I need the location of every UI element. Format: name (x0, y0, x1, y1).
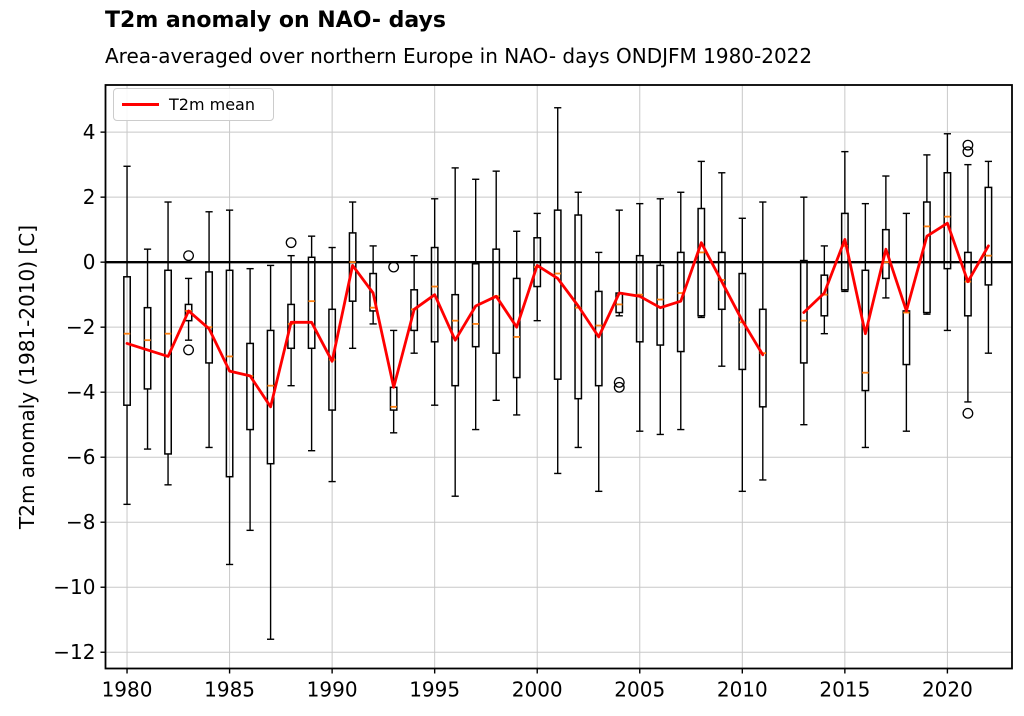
boxplot-2007 (676, 191, 685, 431)
boxplot-1991 (348, 201, 357, 350)
boxplot-2020 (943, 133, 952, 332)
y-tick-label: −10 (53, 575, 95, 599)
boxplot-1989 (307, 235, 316, 452)
boxplot-1994 (410, 254, 419, 354)
boxplot-2019 (922, 154, 931, 315)
y-tick-label: 4 (83, 120, 96, 144)
x-tick-label: 2000 (512, 678, 563, 702)
outlier-point (962, 407, 974, 419)
y-tick-label: 2 (83, 185, 96, 209)
y-tick-label: −12 (53, 640, 95, 664)
axes-frame (104, 84, 1013, 670)
boxplot-2008 (697, 160, 706, 319)
boxplot-1995 (430, 198, 439, 406)
x-tick-label: 2020 (922, 678, 973, 702)
boxplot-1983 (183, 250, 195, 356)
boxplot-2006 (656, 198, 665, 436)
x-tick-label: 1995 (409, 678, 460, 702)
outlier-point (962, 146, 974, 158)
boxplot-2013 (799, 196, 808, 426)
y-tick-label: −2 (66, 315, 95, 339)
boxplot-2011 (758, 201, 767, 481)
legend-label: T2m mean (169, 95, 255, 114)
boxplot-1984 (205, 211, 214, 449)
outlier-point (613, 381, 625, 393)
boxplot-2002 (574, 191, 583, 449)
x-tick-label: 2010 (717, 678, 768, 702)
boxplot-1988 (285, 237, 297, 387)
boxplot-1987 (266, 264, 275, 640)
boxplot-1999 (512, 230, 521, 416)
boxplot-2022 (984, 160, 993, 354)
y-tick-label: −4 (66, 380, 95, 404)
outlier-point (285, 237, 297, 249)
boxplot-2018 (902, 212, 911, 432)
boxplot-1993 (388, 261, 400, 434)
chart-subtitle: Area-averaged over northern Europe in NA… (105, 44, 813, 68)
outlier-point (183, 250, 195, 262)
outlier-point (388, 261, 400, 273)
boxplot-1985 (225, 209, 234, 566)
boxplot-1996 (451, 167, 460, 497)
outlier-point (962, 139, 974, 151)
x-tick-label: 2015 (819, 678, 870, 702)
boxplot-2016 (861, 202, 870, 449)
axis-ticks-and-labels: 1980 1985 1990 1995 2000 2005 2010 2015 2020 4 2 0 −… (53, 120, 973, 701)
boxplot-2017 (881, 175, 890, 299)
y-tick-label: −8 (66, 510, 95, 534)
legend-line-sample (122, 103, 159, 106)
boxplot-1986 (246, 267, 255, 532)
gridlines (105, 85, 1012, 669)
x-tick-label: 1980 (102, 678, 153, 702)
boxplot-1998 (492, 170, 501, 402)
y-tick-label: 0 (83, 250, 96, 274)
x-tick-label: 1990 (307, 678, 358, 702)
boxplot-1992 (369, 245, 378, 325)
boxplot-2021 (962, 139, 974, 419)
mean-line (125, 221, 990, 409)
boxplot-2010 (738, 217, 747, 493)
boxplots (123, 107, 993, 640)
outlier-point (613, 376, 625, 388)
x-tick-label: 2005 (614, 678, 665, 702)
boxplot-2009 (717, 172, 726, 367)
boxplot-2001 (553, 107, 562, 475)
y-tick-label: −6 (66, 445, 95, 469)
x-tick-label: 1985 (204, 678, 255, 702)
boxplot-1982 (164, 201, 173, 486)
legend: T2m mean (113, 88, 274, 121)
boxplot-1980 (123, 165, 131, 506)
chart-title: T2m anomaly on NAO- days (105, 8, 446, 33)
outlier-point (183, 344, 195, 356)
boxplot-2003 (594, 251, 603, 493)
